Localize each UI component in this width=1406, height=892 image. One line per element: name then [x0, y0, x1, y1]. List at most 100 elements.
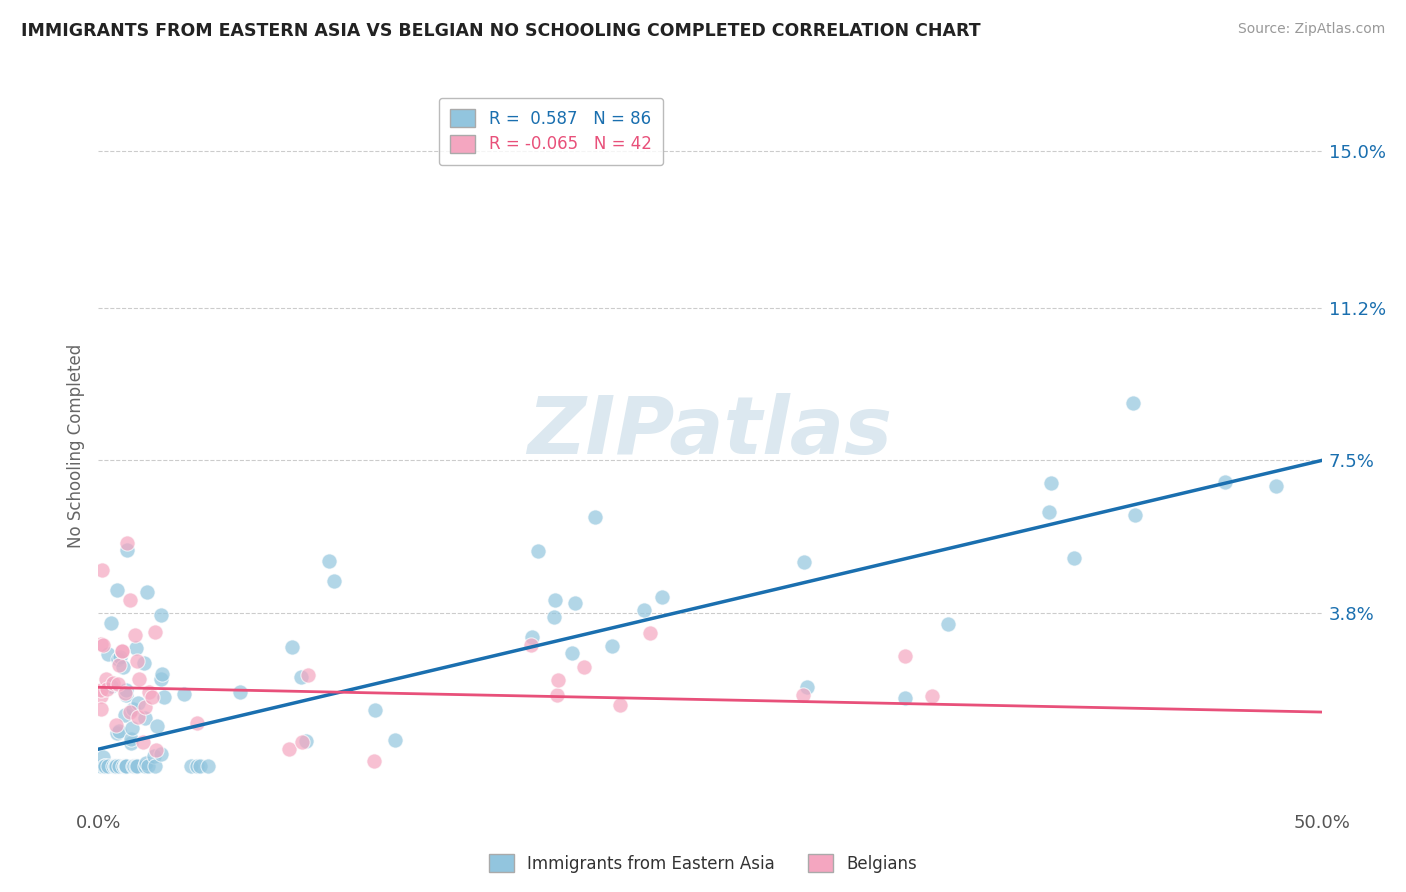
Point	[105, 725, 128, 739]
Point	[97, 758, 120, 772]
Point	[894, 691, 917, 706]
Point	[107, 677, 129, 691]
Point	[609, 698, 631, 712]
Point	[120, 736, 142, 750]
Point	[97, 647, 120, 661]
Point	[115, 758, 138, 772]
Point	[104, 758, 127, 772]
Point	[124, 628, 146, 642]
Point	[91, 750, 114, 764]
Point	[921, 689, 943, 703]
Point	[94, 673, 117, 687]
Point	[100, 615, 122, 630]
Point	[150, 607, 173, 622]
Point	[96, 682, 118, 697]
Text: IMMIGRANTS FROM EASTERN ASIA VS BELGIAN NO SCHOOLING COMPLETED CORRELATION CHART: IMMIGRANTS FROM EASTERN ASIA VS BELGIAN …	[21, 22, 981, 40]
Point	[124, 758, 146, 772]
Point	[564, 596, 586, 610]
Point	[173, 687, 195, 701]
Legend: R =  0.587   N = 86, R = -0.065   N = 42: R = 0.587 N = 86, R = -0.065 N = 42	[439, 97, 664, 165]
Point	[136, 585, 159, 599]
Point	[107, 652, 129, 666]
Point	[111, 643, 134, 657]
Point	[1039, 476, 1062, 491]
Point	[544, 593, 567, 607]
Point	[114, 758, 136, 772]
Point	[114, 758, 136, 772]
Point	[104, 758, 127, 772]
Point	[114, 688, 136, 702]
Point	[572, 660, 595, 674]
Point	[1125, 508, 1147, 522]
Point	[527, 544, 550, 558]
Point	[143, 758, 166, 772]
Point	[101, 676, 124, 690]
Point	[127, 710, 149, 724]
Point	[188, 758, 211, 772]
Point	[651, 591, 673, 605]
Point	[290, 670, 312, 684]
Point	[180, 758, 202, 772]
Point	[186, 758, 208, 772]
Point	[128, 672, 150, 686]
Point	[131, 734, 153, 748]
Point	[114, 686, 136, 700]
Point	[792, 688, 814, 702]
Point	[120, 592, 142, 607]
Point	[111, 758, 134, 772]
Point	[546, 688, 568, 702]
Point	[90, 682, 112, 697]
Y-axis label: No Schooling Completed: No Schooling Completed	[66, 344, 84, 548]
Point	[793, 555, 815, 569]
Point	[197, 758, 219, 772]
Point	[90, 758, 112, 772]
Point	[149, 672, 172, 686]
Point	[583, 510, 606, 524]
Point	[364, 703, 387, 717]
Point	[291, 735, 314, 749]
Point	[1063, 551, 1085, 566]
Point	[93, 758, 115, 772]
Text: Source: ZipAtlas.com: Source: ZipAtlas.com	[1237, 22, 1385, 37]
Point	[121, 721, 143, 735]
Point	[124, 758, 146, 772]
Point	[384, 733, 406, 747]
Point	[894, 649, 917, 664]
Point	[115, 542, 138, 557]
Point	[115, 536, 138, 550]
Point	[228, 685, 250, 699]
Point	[114, 758, 136, 772]
Point	[127, 654, 149, 668]
Point	[91, 638, 114, 652]
Point	[145, 625, 167, 640]
Point	[294, 734, 316, 748]
Point	[280, 640, 302, 654]
Point	[127, 696, 149, 710]
Point	[105, 582, 128, 597]
Point	[138, 684, 160, 698]
Point	[1264, 478, 1286, 492]
Point	[136, 758, 159, 772]
Point	[134, 758, 156, 772]
Point	[134, 710, 156, 724]
Point	[135, 756, 157, 770]
Point	[124, 641, 146, 656]
Point	[134, 699, 156, 714]
Point	[112, 659, 135, 673]
Point	[90, 689, 112, 703]
Point	[141, 690, 163, 705]
Point	[363, 754, 385, 768]
Point	[90, 637, 112, 651]
Point	[936, 617, 959, 632]
Point	[125, 758, 148, 772]
Point	[115, 682, 138, 697]
Point	[107, 658, 129, 673]
Point	[323, 574, 346, 588]
Point	[1122, 395, 1144, 409]
Point	[93, 758, 115, 772]
Point	[110, 649, 132, 664]
Point	[1213, 475, 1236, 489]
Point	[297, 667, 319, 681]
Point	[145, 743, 167, 757]
Legend: Immigrants from Eastern Asia, Belgians: Immigrants from Eastern Asia, Belgians	[482, 847, 924, 880]
